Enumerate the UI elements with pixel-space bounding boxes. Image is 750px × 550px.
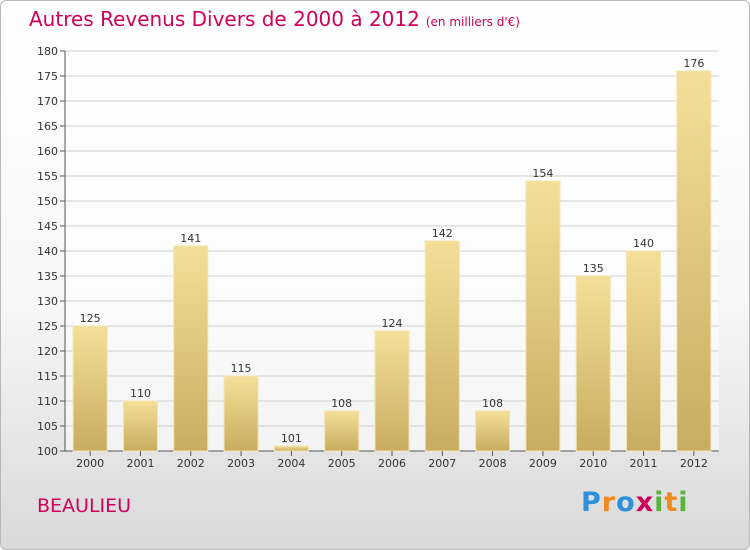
- y-tick-label: 100: [37, 445, 58, 458]
- bar-value-label: 101: [281, 432, 302, 445]
- bar-value-label: 142: [432, 227, 453, 240]
- bar-value-label: 135: [583, 262, 604, 275]
- bar: [475, 410, 511, 452]
- y-tick-label: 175: [37, 70, 58, 83]
- y-tick-label: 105: [37, 420, 58, 433]
- x-tick-label: 2011: [630, 457, 658, 470]
- chart-unit: (en milliers d'€): [425, 15, 520, 29]
- bar-value-label: 124: [382, 317, 403, 330]
- y-tick-label: 110: [37, 395, 58, 408]
- bar: [374, 330, 410, 452]
- y-tick-label: 165: [37, 120, 58, 133]
- y-tick-label: 115: [37, 370, 58, 383]
- bar-value-label: 125: [80, 312, 101, 325]
- y-tick-label: 120: [37, 345, 58, 358]
- x-tick-label: 2001: [126, 457, 154, 470]
- proxiti-logo: Proxiti: [581, 487, 689, 518]
- bar: [626, 250, 662, 452]
- logo-letter: P: [581, 487, 602, 518]
- logo-letter: i: [654, 487, 665, 518]
- chart-title: Autres Revenus Divers de 2000 à 2012 (en …: [29, 7, 520, 31]
- bar: [525, 180, 561, 452]
- x-tick-label: 2009: [529, 457, 557, 470]
- bar: [324, 410, 360, 452]
- bar: [424, 240, 460, 452]
- logo-letter: r: [601, 487, 617, 518]
- logo-letter: t: [664, 487, 679, 518]
- bar: [273, 445, 309, 452]
- x-tick-label: 2012: [680, 457, 708, 470]
- x-tick-label: 2003: [227, 457, 255, 470]
- logo-letter: x: [635, 487, 655, 518]
- y-tick-label: 140: [37, 245, 58, 258]
- bar: [173, 245, 209, 452]
- x-tick-label: 2006: [378, 457, 406, 470]
- bar: [122, 400, 158, 452]
- bar-value-label: 108: [331, 397, 352, 410]
- chart-title-text: Autres Revenus Divers de 2000 à 2012: [29, 7, 420, 31]
- logo-letter: i: [678, 487, 689, 518]
- y-tick-label: 135: [37, 270, 58, 283]
- y-tick-label: 150: [37, 195, 58, 208]
- x-tick-label: 2005: [328, 457, 356, 470]
- x-tick-label: 2008: [479, 457, 507, 470]
- bar-value-label: 141: [180, 232, 201, 245]
- bar-value-label: 154: [532, 167, 553, 180]
- x-tick-label: 2010: [579, 457, 607, 470]
- bar-value-label: 176: [683, 57, 704, 70]
- y-tick-label: 160: [37, 145, 58, 158]
- y-tick-label: 145: [37, 220, 58, 233]
- bar: [223, 375, 259, 452]
- x-tick-label: 2002: [177, 457, 205, 470]
- y-tick-label: 180: [37, 45, 58, 58]
- bar: [676, 70, 712, 452]
- bar-value-label: 110: [130, 387, 151, 400]
- y-tick-label: 170: [37, 95, 58, 108]
- bar: [72, 325, 108, 452]
- bar-value-label: 140: [633, 237, 654, 250]
- bar-value-label: 115: [231, 362, 252, 375]
- bar-value-label: 108: [482, 397, 503, 410]
- bar: [575, 275, 611, 452]
- y-tick-label: 125: [37, 320, 58, 333]
- city-name: BEAULIEU: [37, 495, 132, 517]
- x-tick-label: 2007: [428, 457, 456, 470]
- x-tick-label: 2004: [277, 457, 305, 470]
- y-tick-label: 155: [37, 170, 58, 183]
- logo-letter: o: [616, 487, 636, 518]
- x-tick-label: 2000: [76, 457, 104, 470]
- y-tick-label: 130: [37, 295, 58, 308]
